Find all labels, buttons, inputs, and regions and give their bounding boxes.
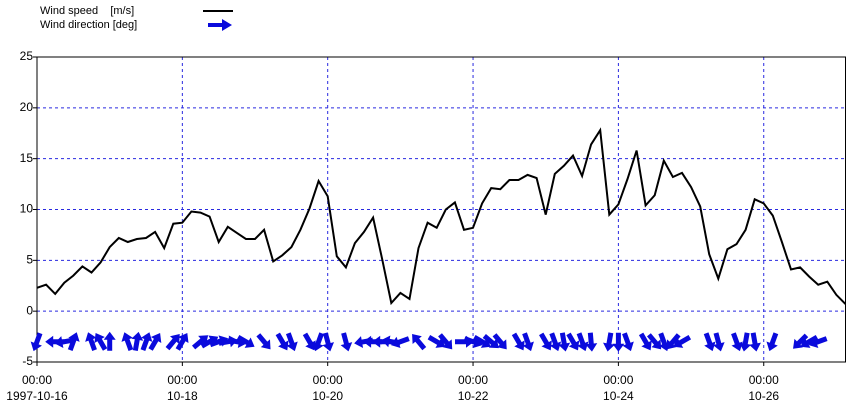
direction-arrow [54, 336, 74, 348]
direction-arrow [739, 332, 752, 352]
direction-arrow [511, 332, 525, 351]
direction-arrow [703, 332, 716, 352]
direction-arrow [622, 332, 634, 352]
direction-arrow [713, 332, 725, 352]
direction-arrow [427, 335, 446, 348]
direction-arrow [638, 332, 652, 351]
direction-arrow [94, 333, 108, 351]
direction-arrow [793, 333, 809, 349]
direction-arrow [45, 335, 65, 348]
direction-arrow [236, 335, 255, 348]
direction-arrow [612, 332, 625, 352]
direction-arrow [140, 332, 153, 352]
direction-arrow [372, 335, 392, 348]
direction-arrow [302, 332, 316, 351]
direction-arrow [200, 335, 219, 349]
direction-arrow [67, 332, 80, 352]
legend-label: Wind speed [m/s] [40, 5, 134, 17]
direction-arrow [603, 332, 615, 352]
direction-arrow [522, 332, 534, 352]
legend-label: Wind direction [deg] [40, 19, 137, 31]
y-tick-label: 15 [20, 151, 34, 165]
y-tick-label: 25 [20, 49, 34, 63]
x-tick-label: 10-20 [312, 389, 343, 403]
direction-arrow [103, 331, 116, 351]
direction-arrow [549, 332, 562, 352]
x-tick-label: 1997-10-16 [6, 389, 68, 403]
x-tick-label: 10-24 [603, 389, 634, 403]
x-tick-label: 00:00 [167, 373, 197, 387]
direction-arrow [473, 335, 491, 348]
direction-arrow [576, 332, 589, 352]
direction-arrow [275, 332, 289, 351]
direction-arrow [131, 331, 144, 351]
direction-arrow [766, 332, 779, 352]
direction-arrow [673, 335, 692, 348]
direction-arrow [30, 332, 43, 352]
y-tick-label: 20 [20, 100, 34, 114]
direction-arrow [340, 332, 353, 352]
x-tick-label: 00:00 [22, 373, 52, 387]
direction-arrow [256, 333, 271, 350]
x-tick-label: 00:00 [603, 373, 633, 387]
direction-arrow [148, 333, 162, 351]
direction-arrow [121, 332, 134, 352]
legend: Wind speed [m/s] Wind direction [deg] [40, 5, 233, 31]
direction-arrow [175, 333, 189, 351]
direction-arrow [391, 336, 410, 349]
x-tick-label: 00:00 [313, 373, 343, 387]
direction-arrow [165, 334, 180, 351]
direction-arrow [539, 332, 552, 351]
speed-line [36, 127, 846, 306]
direction-arrow [646, 333, 662, 350]
direction-arrow [492, 333, 507, 350]
y-tick-label: 5 [26, 253, 33, 267]
direction-arrow [585, 332, 598, 352]
direction-arrow [322, 332, 335, 352]
direction-arrow [808, 336, 828, 349]
direction-arrow [749, 332, 761, 352]
direction-arrow [482, 333, 499, 349]
x-tick-label: 10-18 [167, 389, 198, 403]
y-tick-label: -5 [22, 354, 33, 368]
x-tick-label: 00:00 [749, 373, 779, 387]
direction-arrow [85, 332, 97, 352]
direction-arrow [191, 335, 209, 350]
x-tick-label: 10-26 [748, 389, 779, 403]
y-tick-label: 0 [26, 303, 33, 317]
y-tick-label: 10 [20, 202, 34, 216]
direction-arrow [558, 332, 571, 352]
direction-arrow [285, 332, 298, 352]
direction-arrow [566, 332, 580, 351]
legend-swatch [208, 19, 232, 31]
direction-arrow [731, 332, 743, 352]
x-tick-label: 00:00 [458, 373, 488, 387]
direction-arrow [438, 333, 453, 350]
direction-arrow [412, 334, 427, 351]
direction-arrow [312, 332, 325, 352]
x-tick-label: 10-22 [458, 389, 489, 403]
direction-arrow [666, 333, 681, 350]
